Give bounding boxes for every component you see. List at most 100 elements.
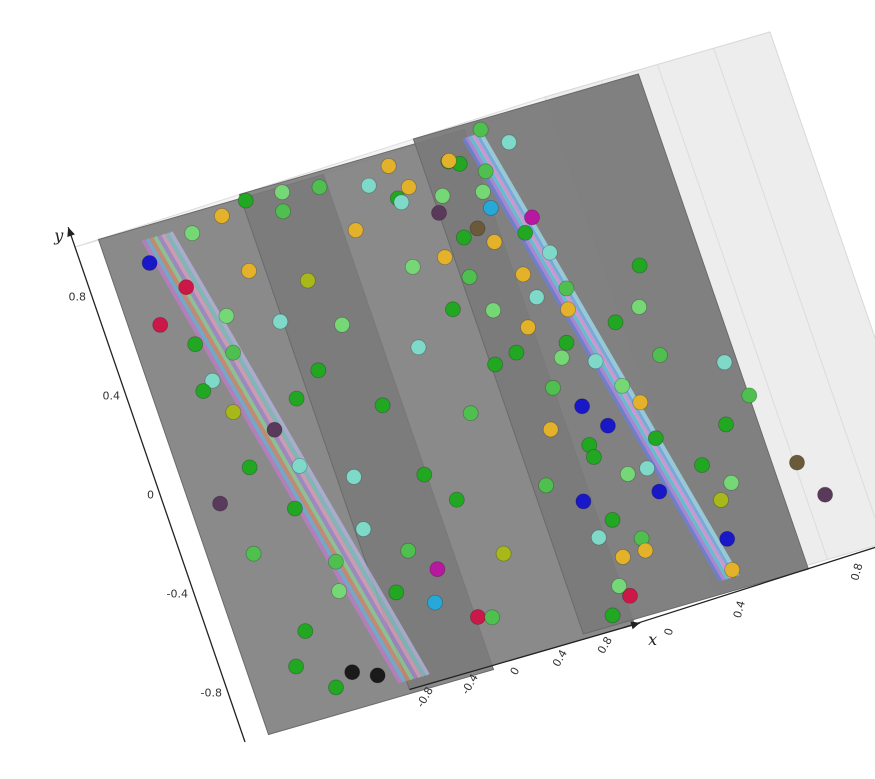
data-point[interactable]	[355, 521, 372, 537]
data-point[interactable]	[204, 372, 221, 389]
data-point[interactable]	[789, 454, 805, 471]
data-point[interactable]	[187, 336, 204, 353]
data-point[interactable]	[344, 664, 361, 681]
data-point[interactable]	[440, 152, 457, 169]
data-point[interactable]	[528, 289, 545, 306]
data-point[interactable]	[486, 234, 503, 250]
data-point[interactable]	[274, 184, 291, 201]
data-point[interactable]	[297, 623, 314, 639]
data-point[interactable]	[538, 477, 554, 494]
data-point[interactable]	[400, 179, 417, 196]
data-point[interactable]	[482, 199, 499, 216]
data-point[interactable]	[713, 492, 729, 508]
data-point[interactable]	[152, 316, 169, 333]
data-point[interactable]	[622, 587, 638, 604]
data-point[interactable]	[334, 316, 351, 333]
data-point[interactable]	[195, 383, 212, 400]
data-point[interactable]	[275, 203, 292, 220]
data-point[interactable]	[647, 430, 664, 447]
data-point[interactable]	[212, 495, 229, 512]
data-point[interactable]	[477, 163, 494, 180]
data-point[interactable]	[410, 339, 427, 356]
data-point[interactable]	[508, 344, 525, 361]
data-point[interactable]	[288, 390, 305, 407]
data-point[interactable]	[524, 209, 540, 226]
data-point[interactable]	[545, 379, 561, 396]
data-point[interactable]	[558, 334, 575, 351]
data-point[interactable]	[286, 500, 303, 517]
data-point[interactable]	[484, 609, 501, 626]
data-point[interactable]	[716, 354, 733, 371]
data-point[interactable]	[266, 421, 283, 438]
data-point[interactable]	[448, 491, 465, 508]
data-point[interactable]	[431, 204, 447, 221]
data-point[interactable]	[272, 313, 289, 330]
data-point[interactable]	[225, 404, 242, 421]
data-point[interactable]	[469, 220, 486, 237]
data-point[interactable]	[614, 377, 631, 394]
data-point[interactable]	[631, 299, 648, 315]
data-point[interactable]	[475, 183, 491, 200]
data-point[interactable]	[637, 542, 654, 559]
data-point[interactable]	[619, 466, 636, 482]
data-point[interactable]	[347, 222, 364, 239]
data-point[interactable]	[328, 679, 344, 696]
data-point[interactable]	[469, 609, 486, 625]
data-point[interactable]	[472, 121, 489, 138]
data-point[interactable]	[213, 207, 230, 224]
data-point[interactable]	[719, 531, 736, 547]
data-point[interactable]	[611, 578, 627, 594]
data-point[interactable]	[542, 244, 558, 261]
data-point[interactable]	[141, 255, 158, 271]
data-point[interactable]	[639, 460, 655, 477]
data-point[interactable]	[218, 307, 235, 324]
data-point[interactable]	[299, 272, 316, 289]
data-point[interactable]	[455, 229, 472, 246]
data-points[interactable]	[141, 121, 833, 696]
data-point[interactable]	[380, 158, 397, 174]
data-point[interactable]	[427, 594, 443, 611]
data-point[interactable]	[632, 394, 649, 411]
data-point[interactable]	[327, 553, 344, 570]
data-point[interactable]	[416, 466, 433, 483]
data-point[interactable]	[501, 134, 517, 151]
data-point[interactable]	[178, 279, 195, 296]
data-point[interactable]	[241, 262, 257, 279]
data-point[interactable]	[184, 225, 201, 242]
data-point[interactable]	[590, 529, 607, 546]
data-point[interactable]	[604, 512, 621, 528]
data-point[interactable]	[436, 249, 453, 266]
data-point[interactable]	[311, 179, 328, 196]
data-point[interactable]	[388, 584, 405, 601]
data-point[interactable]	[553, 349, 570, 366]
data-point[interactable]	[360, 177, 377, 194]
data-point[interactable]	[575, 493, 592, 510]
data-point[interactable]	[607, 314, 624, 331]
data-point[interactable]	[237, 192, 254, 209]
data-point[interactable]	[331, 583, 348, 599]
data-point[interactable]	[574, 398, 590, 415]
data-point[interactable]	[517, 224, 534, 241]
data-point[interactable]	[400, 542, 417, 559]
data-point[interactable]	[600, 417, 616, 434]
data-point[interactable]	[723, 474, 740, 491]
data-point[interactable]	[225, 344, 242, 361]
data-point[interactable]	[444, 301, 461, 318]
data-point[interactable]	[241, 459, 258, 476]
data-point[interactable]	[495, 545, 512, 562]
data-point[interactable]	[741, 387, 758, 404]
data-point[interactable]	[393, 194, 410, 211]
data-point[interactable]	[615, 549, 631, 565]
data-point[interactable]	[718, 416, 734, 433]
data-point[interactable]	[558, 280, 575, 297]
data-point[interactable]	[288, 658, 305, 675]
data-point[interactable]	[542, 421, 559, 438]
data-point[interactable]	[724, 561, 741, 578]
data-point[interactable]	[631, 257, 648, 274]
data-point[interactable]	[817, 486, 833, 503]
data-point[interactable]	[651, 483, 668, 500]
data-point[interactable]	[461, 269, 478, 285]
data-point[interactable]	[652, 347, 668, 364]
data-point[interactable]	[560, 301, 576, 318]
